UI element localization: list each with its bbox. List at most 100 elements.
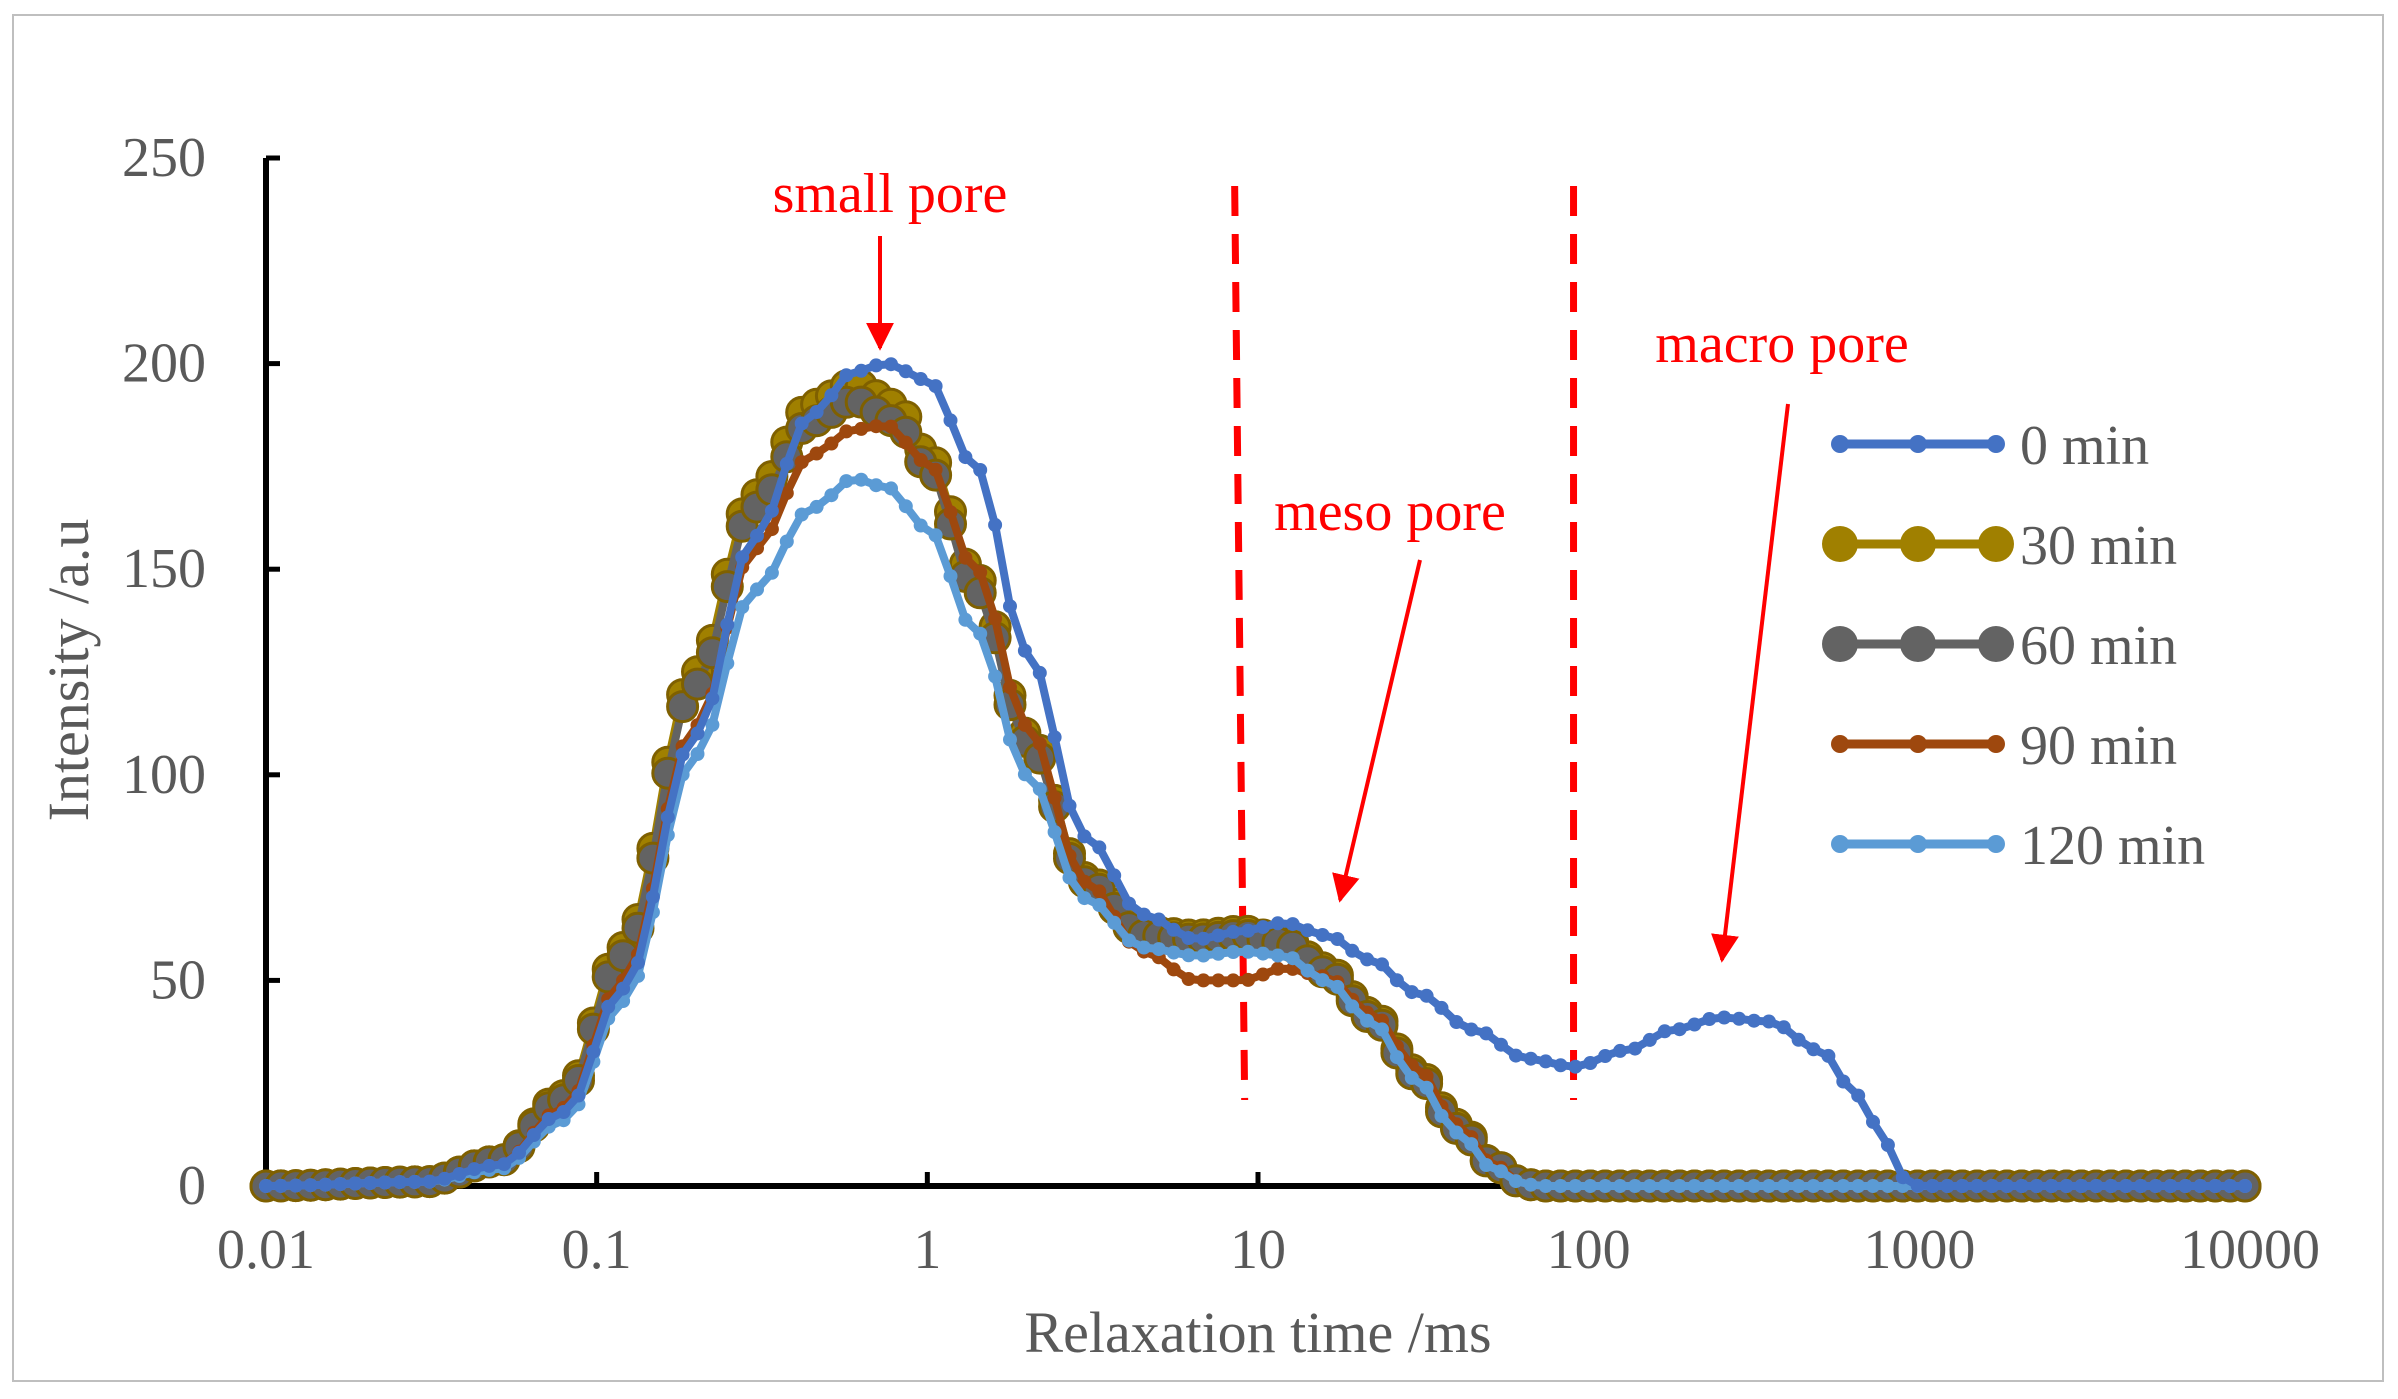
data-point bbox=[1211, 946, 1226, 961]
data-point bbox=[348, 1176, 363, 1191]
legend-swatch-marker bbox=[1909, 835, 1927, 853]
data-point bbox=[735, 550, 750, 565]
data-point bbox=[1985, 1179, 2000, 1193]
data-point bbox=[1211, 973, 1226, 988]
data-point bbox=[1568, 1179, 1583, 1193]
data-point bbox=[1270, 916, 1285, 931]
data-point bbox=[1196, 931, 1211, 946]
data-point bbox=[1047, 790, 1062, 805]
series-line bbox=[265, 360, 2245, 1190]
data-point bbox=[1821, 1179, 1836, 1193]
x-tick-label: 10 bbox=[1230, 1219, 1286, 1281]
data-point bbox=[1047, 825, 1062, 839]
legend-label: 30 min bbox=[2020, 515, 2177, 577]
data-point bbox=[958, 612, 973, 627]
data-point bbox=[1062, 798, 1077, 813]
data-point bbox=[2238, 1179, 2252, 1193]
data-point bbox=[1047, 730, 1062, 745]
data-point bbox=[666, 690, 700, 724]
data-point bbox=[1136, 907, 1151, 922]
x-tick-label: 0.1 bbox=[562, 1219, 632, 1281]
data-point bbox=[1256, 920, 1270, 935]
data-point bbox=[2089, 1179, 2104, 1193]
series-layer bbox=[249, 357, 2262, 1203]
data-point bbox=[2059, 1179, 2074, 1193]
data-point bbox=[690, 726, 705, 741]
series-30-min bbox=[249, 369, 2262, 1203]
legend-label: 90 min bbox=[2020, 715, 2177, 777]
data-point bbox=[1211, 928, 1226, 943]
data-point bbox=[2000, 1179, 2014, 1193]
data-point bbox=[1538, 1054, 1553, 1069]
data-point bbox=[1181, 931, 1196, 945]
legend-item: 60 min bbox=[1822, 615, 2177, 677]
data-point bbox=[943, 413, 958, 428]
data-point bbox=[1925, 1179, 1940, 1193]
legend-swatch-marker bbox=[1987, 835, 2005, 853]
data-point bbox=[943, 569, 958, 584]
data-point bbox=[482, 1158, 497, 1173]
data-point bbox=[884, 481, 898, 496]
data-point bbox=[794, 507, 809, 522]
data-point bbox=[2178, 1179, 2193, 1193]
data-point bbox=[1776, 1179, 1791, 1193]
data-point bbox=[1285, 951, 1300, 966]
data-point bbox=[1122, 896, 1136, 911]
data-point bbox=[1181, 972, 1196, 986]
legend-label: 120 min bbox=[2020, 815, 2205, 877]
data-point bbox=[794, 455, 809, 470]
data-point bbox=[1032, 736, 1047, 751]
data-point bbox=[1940, 1179, 1955, 1193]
small-pore-label: small pore bbox=[773, 163, 1008, 225]
data-point bbox=[2119, 1179, 2133, 1193]
data-point bbox=[2193, 1179, 2208, 1193]
data-point bbox=[1092, 840, 1107, 855]
data-point bbox=[1791, 1179, 1806, 1193]
data-point bbox=[884, 357, 898, 372]
data-point bbox=[1032, 665, 1047, 680]
data-point bbox=[1851, 1179, 1866, 1193]
data-point bbox=[1836, 1179, 1851, 1193]
macro-pore-label: macro pore bbox=[1655, 313, 1908, 375]
data-point bbox=[928, 379, 943, 394]
data-point bbox=[854, 363, 869, 378]
data-point bbox=[1717, 1010, 1732, 1025]
data-point bbox=[1017, 643, 1032, 658]
data-point bbox=[735, 600, 750, 615]
data-point bbox=[1107, 915, 1122, 930]
legend-swatch-marker bbox=[1831, 735, 1849, 753]
data-point bbox=[898, 364, 913, 379]
data-point bbox=[1389, 1050, 1404, 1065]
data-point bbox=[1508, 1048, 1523, 1063]
legend-swatch-marker bbox=[1909, 435, 1927, 453]
data-point bbox=[660, 810, 675, 825]
data-point bbox=[1241, 972, 1256, 987]
macro-pore-arrow bbox=[1711, 403, 1790, 963]
data-point bbox=[601, 999, 616, 1014]
data-point bbox=[1389, 973, 1404, 988]
data-point bbox=[750, 582, 764, 597]
data-point bbox=[1360, 1013, 1375, 1028]
data-point bbox=[437, 1171, 452, 1186]
data-point bbox=[973, 565, 988, 580]
data-point bbox=[1598, 1049, 1613, 1063]
x-tick-label: 100 bbox=[1547, 1219, 1631, 1281]
data-point bbox=[1077, 874, 1092, 889]
data-point bbox=[1270, 948, 1285, 963]
data-point bbox=[1479, 1026, 1494, 1041]
y-ticks: 0 50 100 150 200 250 bbox=[122, 127, 280, 1217]
x-tick-label: 1000 bbox=[1863, 1219, 1975, 1281]
y-tick-label: 200 bbox=[122, 333, 206, 395]
data-point bbox=[1895, 1170, 1910, 1185]
data-point bbox=[1136, 940, 1151, 955]
data-point bbox=[1092, 884, 1107, 899]
legend-swatch-marker bbox=[1978, 526, 2014, 562]
data-point bbox=[1747, 1013, 1761, 1028]
data-point bbox=[854, 472, 869, 487]
data-point bbox=[1256, 946, 1270, 961]
data-point bbox=[988, 669, 1003, 684]
data-point bbox=[1910, 1178, 1925, 1193]
legend-swatch-marker bbox=[1900, 626, 1936, 662]
data-point bbox=[631, 955, 645, 970]
